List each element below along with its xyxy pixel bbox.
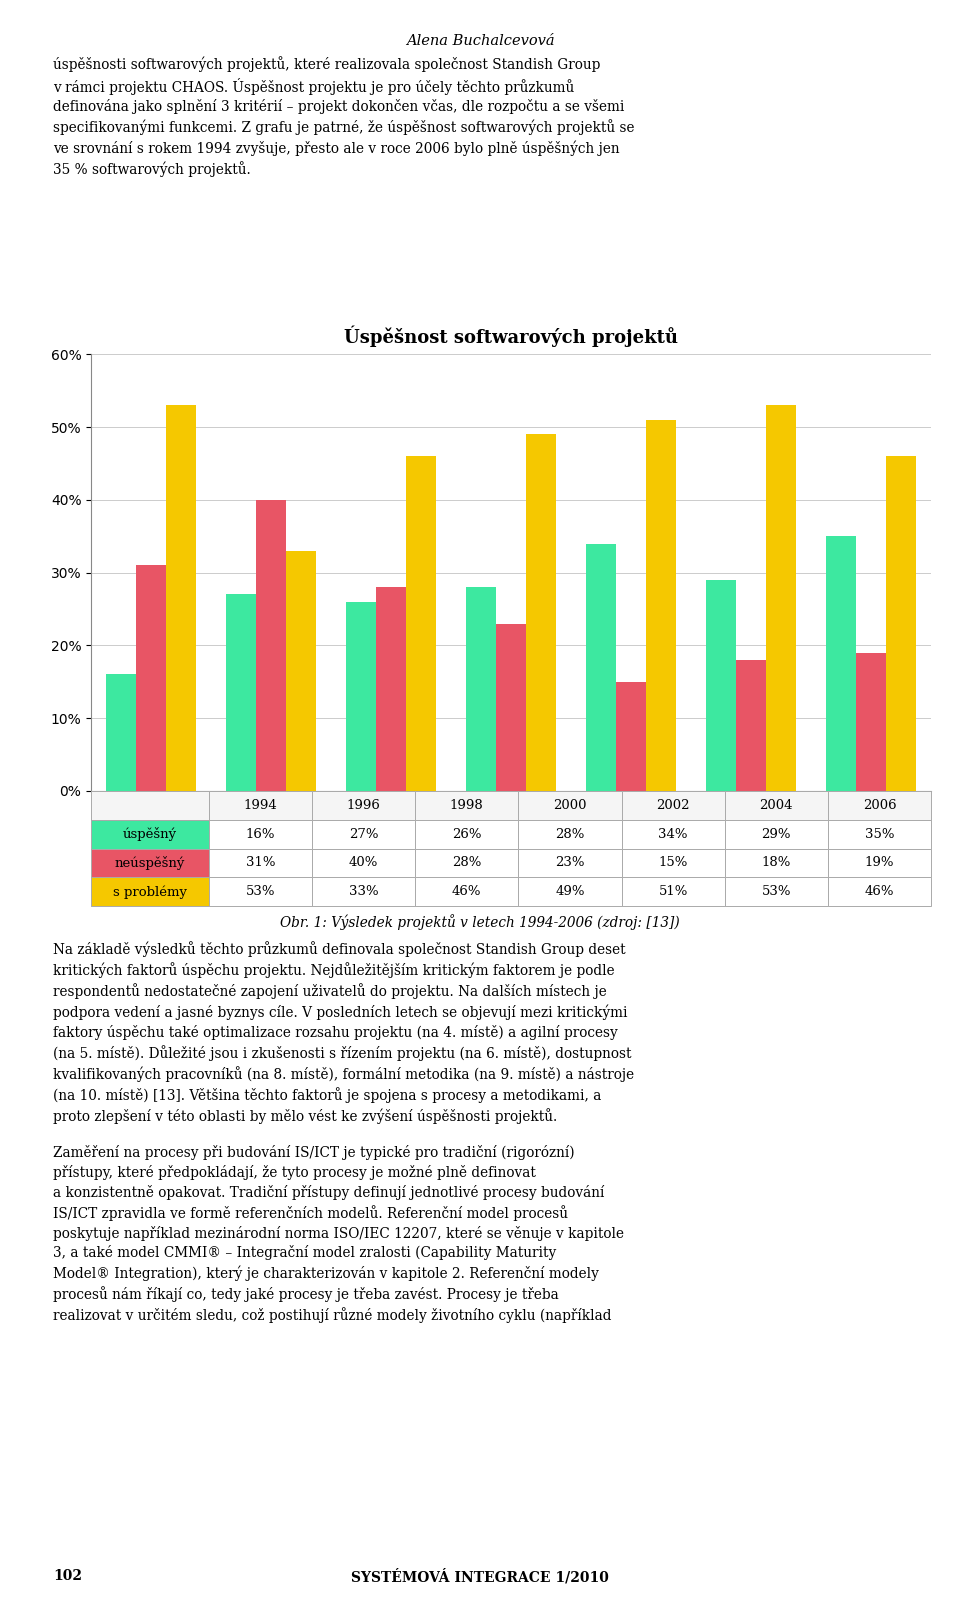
Bar <box>107 674 136 791</box>
Bar <box>736 659 766 791</box>
Bar <box>496 624 526 791</box>
Text: 102: 102 <box>53 1569 82 1583</box>
Text: úspěšnosti softwarových projektů, které realizovala společnost Standish Group
v : úspěšnosti softwarových projektů, které … <box>53 56 635 176</box>
Bar <box>286 550 316 791</box>
Bar <box>166 406 196 791</box>
Bar <box>347 602 376 791</box>
Bar <box>646 420 676 791</box>
Bar <box>886 456 916 791</box>
Bar <box>616 682 646 791</box>
Bar <box>827 536 856 791</box>
Text: Alena Buchalcevová: Alena Buchalcevová <box>406 34 554 48</box>
Bar <box>376 587 406 791</box>
Bar <box>856 653 886 791</box>
Text: Obr. 1: Výsledek projektů v letech 1994-2006 (zdroj: [13]): Obr. 1: Výsledek projektů v letech 1994-… <box>280 914 680 930</box>
Bar <box>227 595 256 791</box>
Bar <box>467 587 496 791</box>
Bar <box>136 565 166 791</box>
Bar <box>587 544 616 791</box>
Bar <box>256 500 286 791</box>
Title: Úspěšnost softwarových projektů: Úspěšnost softwarových projektů <box>345 326 678 348</box>
Text: Na základě výsledků těchto průzkumů definovala společnost Standish Group deset
k: Na základě výsledků těchto průzkumů defi… <box>53 942 634 1124</box>
Text: Zaměření na procesy při budování IS/ICT je typické pro tradiční (rigorózní)
přís: Zaměření na procesy při budování IS/ICT … <box>53 1145 624 1323</box>
Bar <box>406 456 436 791</box>
Bar <box>766 406 796 791</box>
Bar <box>526 435 556 791</box>
Text: SYSTÉMOVÁ INTEGRACE 1/2010: SYSTÉMOVÁ INTEGRACE 1/2010 <box>351 1569 609 1585</box>
Bar <box>707 581 736 791</box>
